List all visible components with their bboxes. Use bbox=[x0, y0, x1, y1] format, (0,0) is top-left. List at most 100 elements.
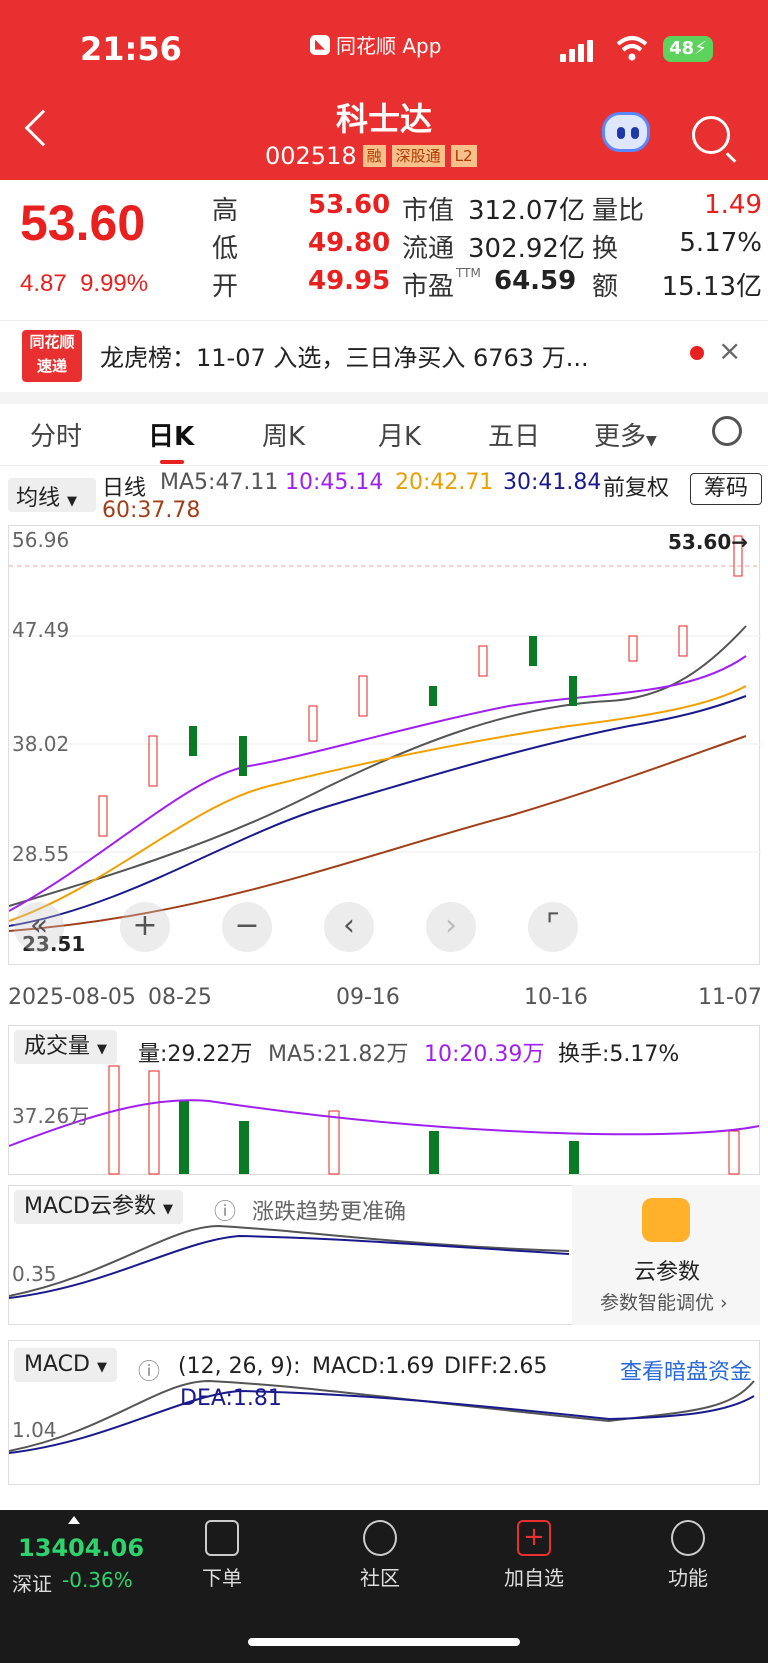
expand-icon[interactable] bbox=[68, 1516, 80, 1524]
macd-cloud-select[interactable]: MACD云参数 ▼ bbox=[14, 1190, 183, 1224]
nav-order[interactable]: 下单 bbox=[172, 1520, 272, 1591]
date-label: 10-16 bbox=[524, 985, 588, 1010]
ma10-line bbox=[8, 655, 747, 912]
dark-pool-link[interactable]: 查看暗盘资金 bbox=[620, 1360, 753, 1385]
last-price-marker: 53.60→ bbox=[668, 530, 749, 554]
chevron-down-icon: ▼ bbox=[67, 494, 78, 509]
tab-underline bbox=[160, 460, 184, 464]
cloud-icon bbox=[642, 1198, 690, 1242]
date-label: 2025-08-05 bbox=[8, 985, 136, 1010]
chevron-down-icon: ▼ bbox=[96, 1360, 107, 1375]
nav-community[interactable]: 社区 bbox=[330, 1520, 430, 1591]
robot-assistant-icon[interactable] bbox=[602, 112, 650, 152]
ma60-value: 60:37.78 bbox=[102, 498, 201, 523]
zoom-in-icon[interactable]: + bbox=[120, 902, 170, 952]
nav-functions-label: 功能 bbox=[668, 1566, 708, 1590]
settings-icon[interactable] bbox=[712, 416, 742, 446]
tab-intraday[interactable]: 分时 bbox=[30, 422, 83, 452]
nav-community-label: 社区 bbox=[360, 1566, 400, 1590]
app-logo-icon: ◣ bbox=[310, 34, 330, 55]
macd-select-label: MACD bbox=[24, 1352, 90, 1377]
quote-value: 49.80 bbox=[308, 228, 391, 258]
zoom-out-icon[interactable]: − bbox=[222, 902, 272, 952]
status-time: 21:56 bbox=[80, 30, 182, 68]
community-icon bbox=[363, 1520, 397, 1556]
kline-svg bbox=[8, 535, 761, 932]
battery-level: 48 bbox=[669, 38, 695, 59]
cloud-title: 云参数 bbox=[634, 1260, 701, 1285]
news-logo-bottom: 速递 bbox=[36, 357, 67, 375]
ma5-value: MA5:47.11 bbox=[160, 470, 279, 495]
tab-daily-k[interactable]: 日K bbox=[148, 422, 195, 452]
nav-add-watchlist-label: 加自选 bbox=[504, 1566, 564, 1590]
order-icon bbox=[205, 1520, 239, 1556]
quote-grid: 高 53.60 低 49.80 开 49.95 市值 312.07亿 流通 30… bbox=[212, 190, 762, 310]
home-indicator bbox=[248, 1638, 520, 1646]
quote-value: 5.17% bbox=[679, 228, 762, 258]
quote-value: 49.95 bbox=[308, 266, 391, 296]
ttm-label: TTM bbox=[456, 266, 481, 280]
next-icon[interactable]: › bbox=[426, 902, 476, 952]
y-label: 56.96 bbox=[12, 528, 70, 552]
volume-turnover: 换手:5.17% bbox=[558, 1042, 680, 1067]
chevron-down-icon: ▼ bbox=[162, 1202, 173, 1217]
macd-cloud-svg bbox=[8, 1224, 570, 1299]
search-icon[interactable] bbox=[692, 116, 730, 154]
y-label: 28.55 bbox=[12, 842, 70, 866]
volume-select[interactable]: 成交量 ▼ bbox=[14, 1030, 118, 1064]
macd-select[interactable]: MACD ▼ bbox=[14, 1348, 117, 1382]
nav-order-label: 下单 bbox=[202, 1566, 242, 1590]
diff-value: DIFF:2.65 bbox=[444, 1354, 548, 1379]
tab-five-day[interactable]: 五日 bbox=[488, 422, 541, 452]
current-price: 53.60 bbox=[20, 195, 146, 251]
ma30-line bbox=[8, 695, 747, 927]
macd-y-label: 1.04 bbox=[12, 1418, 57, 1442]
fullscreen-icon[interactable]: ⌜ bbox=[528, 902, 578, 952]
tab-more[interactable]: 更多▼ bbox=[594, 416, 657, 453]
y-label: 38.02 bbox=[12, 732, 70, 756]
macd-cloud-hint: 涨跌趋势更准确 bbox=[252, 1200, 407, 1225]
nav-add-watchlist[interactable]: + 加自选 bbox=[484, 1520, 584, 1591]
news-logo-top: 同花顺 bbox=[29, 333, 75, 351]
stock-code-row: 002518 融 深股通 L2 bbox=[265, 142, 477, 170]
chevron-down-icon: ▼ bbox=[97, 1042, 108, 1057]
macd-svg bbox=[8, 1379, 755, 1454]
volume-y-label: 37.26万 bbox=[12, 1104, 90, 1128]
kline-chart[interactable] bbox=[8, 525, 761, 965]
y-label: 47.49 bbox=[12, 618, 70, 642]
tab-weekly-k[interactable]: 周K bbox=[262, 422, 306, 452]
quote-value: 53.60 bbox=[308, 190, 391, 220]
status-app-name: 同花顺 App bbox=[336, 34, 442, 58]
date-label: 11-07 bbox=[698, 985, 762, 1010]
quote-label: 流通 bbox=[402, 234, 455, 264]
help-icon[interactable]: ⓘ bbox=[138, 1360, 161, 1385]
index-name: 深证 bbox=[12, 1572, 52, 1596]
volume-value: 量:29.22万 bbox=[138, 1042, 253, 1067]
date-label: 08-25 bbox=[148, 985, 212, 1010]
help-icon[interactable]: ⓘ bbox=[214, 1200, 237, 1225]
tab-monthly-k[interactable]: 月K bbox=[378, 422, 422, 452]
indicator-select[interactable]: 均线 ▼ bbox=[8, 478, 96, 512]
news-text[interactable]: 龙虎榜：11-07 入选，三日净买入 6763 万... bbox=[100, 344, 589, 372]
quote-value: 312.07亿 bbox=[468, 196, 585, 226]
close-icon[interactable]: × bbox=[718, 334, 742, 367]
ma20-line bbox=[8, 685, 747, 922]
low-price-marker: 23.51 bbox=[22, 932, 86, 956]
previous-icon[interactable]: ‹ bbox=[324, 902, 374, 952]
adjust-mode[interactable]: 前复权 bbox=[603, 476, 670, 501]
period-tabs bbox=[0, 404, 768, 466]
dea-value: DEA:1.81 bbox=[180, 1386, 282, 1411]
change-value: 4.87 bbox=[20, 270, 67, 297]
quote-label: 市盈 bbox=[402, 272, 455, 302]
quote-value: 64.59 bbox=[494, 266, 577, 296]
macd-chart[interactable] bbox=[8, 1340, 760, 1485]
scroll-left-icon[interactable]: « bbox=[14, 902, 64, 952]
index-value[interactable]: 13404.06 bbox=[18, 1534, 145, 1562]
quote-label: 高 bbox=[212, 196, 239, 226]
indicator-select-label: 均线 bbox=[16, 486, 61, 511]
volume-chart[interactable] bbox=[8, 1025, 760, 1175]
chip-button[interactable]: 筹码 bbox=[690, 473, 762, 505]
news-banner[interactable] bbox=[0, 320, 768, 392]
nav-functions[interactable]: 功能 bbox=[638, 1520, 738, 1591]
price-change: 4.87 9.99% bbox=[20, 270, 148, 298]
